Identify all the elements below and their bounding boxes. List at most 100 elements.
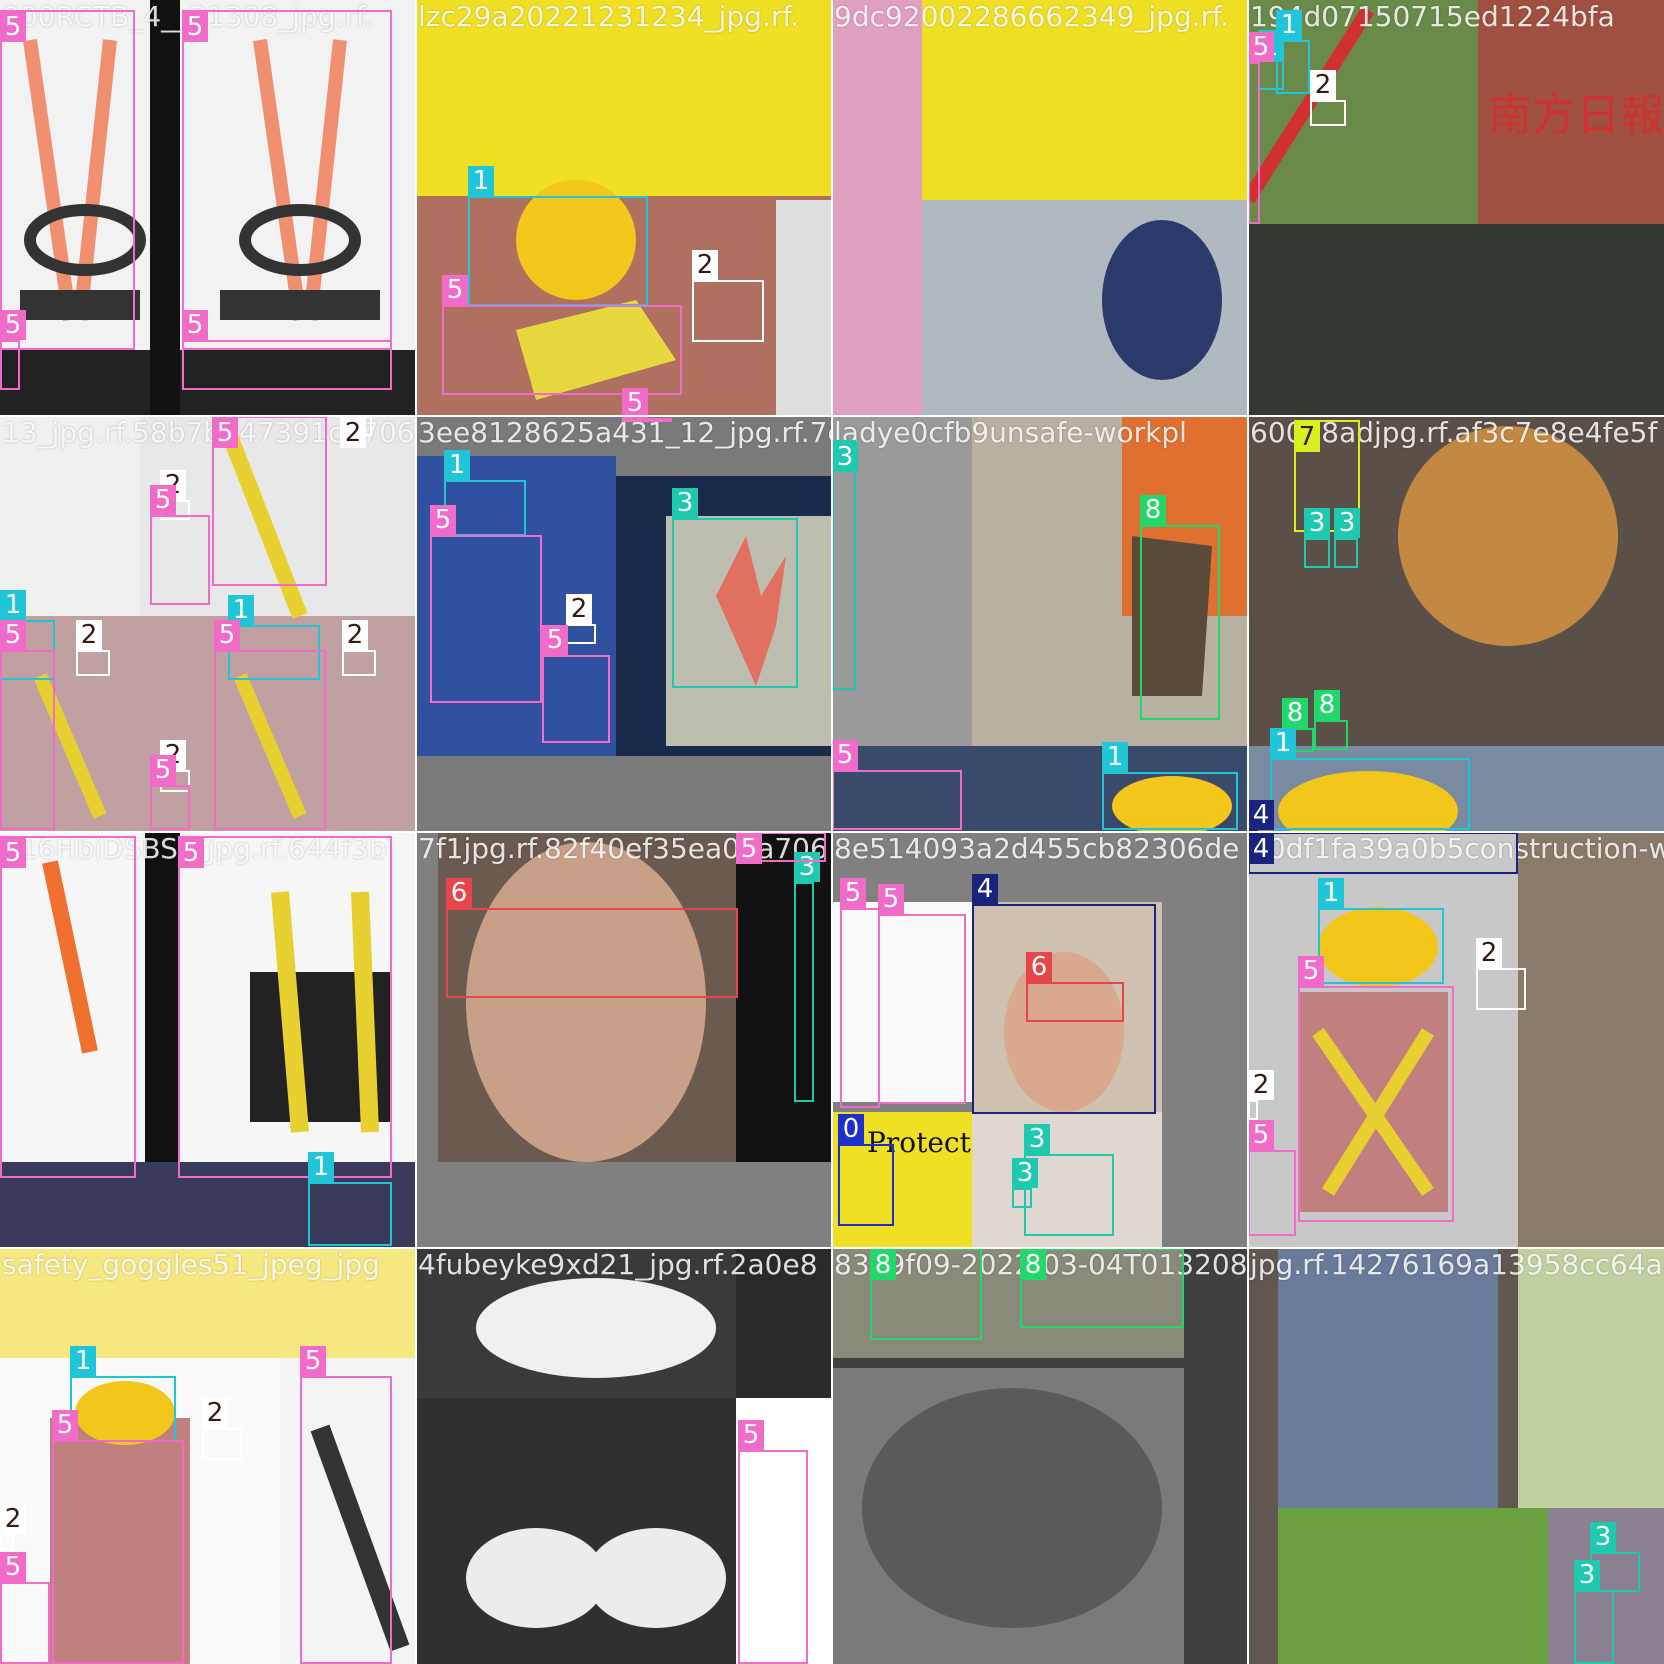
class-label: 5 bbox=[212, 418, 238, 448]
bbox-class-5: 5 bbox=[1298, 956, 1454, 1222]
bbox-class-8: 8 bbox=[1020, 1248, 1184, 1328]
class-label: 1 bbox=[468, 166, 494, 196]
tile-image bbox=[416, 416, 832, 832]
mosaic-tile: 60df1fa39a0b5construction-workers-high-r… bbox=[1248, 832, 1664, 1248]
bbox-class-5: 5 bbox=[212, 416, 327, 586]
bbox-class-2: 2 bbox=[566, 594, 596, 644]
class-label: 1 bbox=[1270, 728, 1296, 758]
bbox-class-5: 5 bbox=[0, 310, 26, 390]
bbox-class-1: 1 bbox=[1318, 878, 1444, 984]
class-label: 5 bbox=[832, 740, 858, 770]
bbox-class-3: 3 bbox=[672, 488, 798, 688]
bbox-class-2: 2 bbox=[1310, 70, 1346, 126]
bbox-class-3: 3 bbox=[832, 440, 858, 690]
class-label: 3 bbox=[1012, 1158, 1038, 1188]
bbox-class-3: 3 bbox=[1024, 1124, 1114, 1236]
bbox-class-1: 1 bbox=[1102, 742, 1238, 830]
class-label: 8 bbox=[870, 1250, 896, 1280]
class-label: 5 bbox=[214, 620, 240, 650]
bbox-class-2: 2 bbox=[340, 416, 372, 448]
tile-filename: lzc29a20221231234_jpg.rf. bbox=[418, 0, 800, 33]
tile-filename: 8e514093a2d455cb82306de bbox=[834, 832, 1240, 865]
bbox-class-5: 5 bbox=[300, 1346, 392, 1664]
bbox-class-5: 5 bbox=[832, 740, 962, 830]
tile-image bbox=[832, 1248, 1248, 1664]
class-label: 1 bbox=[444, 450, 470, 480]
class-label: 0 bbox=[838, 1114, 864, 1144]
class-label: 8 bbox=[1282, 698, 1308, 728]
class-label: 5 bbox=[182, 310, 208, 340]
class-label: 1 bbox=[1102, 742, 1128, 772]
bbox-class-1: 1 bbox=[228, 595, 320, 680]
class-label: 3 bbox=[794, 852, 820, 882]
bbox-class-2: 2 bbox=[76, 620, 110, 676]
class-label: 5 bbox=[150, 755, 176, 785]
bbox-class-5: 5 bbox=[52, 1410, 184, 1664]
bbox-class-3: 3 bbox=[1012, 1158, 1038, 1208]
class-label: 1 bbox=[1276, 10, 1302, 40]
bbox-class-2: 2 bbox=[692, 250, 764, 342]
svg-text:南方日報: 南方日報 bbox=[1488, 90, 1664, 141]
bbox-class-5: 5 bbox=[150, 755, 190, 830]
class-label: 5 bbox=[1248, 1120, 1274, 1150]
bbox-class-2: 2 bbox=[202, 1398, 242, 1460]
tile-image bbox=[0, 1248, 416, 1664]
class-label: 3 bbox=[832, 442, 858, 472]
bbox-class-8: 8 bbox=[870, 1248, 982, 1340]
bbox-class-5: 5 bbox=[0, 836, 136, 1178]
mosaic-tile: 000RCTB_4__31308_jpg.rf. bbox=[0, 0, 416, 416]
bbox-class-2: 2 bbox=[342, 620, 376, 676]
mosaic-tile: ladye0cfb9unsafe-workpl bbox=[832, 416, 1248, 832]
class-label: 6 bbox=[446, 878, 472, 908]
bbox-class-5: 5 bbox=[1248, 32, 1274, 224]
bbox-class-5: 5 bbox=[622, 388, 672, 422]
tile-filename: 9dc92002286662349_jpg.rf. bbox=[834, 0, 1229, 33]
tile-image bbox=[416, 0, 832, 416]
class-label: 8 bbox=[1314, 690, 1340, 720]
bbox-class-5: 5 bbox=[214, 620, 326, 830]
class-label: 2 bbox=[0, 1504, 26, 1534]
bbox-class-3: 3 bbox=[794, 852, 820, 1102]
class-label: 5 bbox=[1248, 32, 1274, 62]
mosaic-tile: 9dc92002286662349_jpg.rf. bbox=[832, 0, 1248, 416]
class-label: 3 bbox=[672, 488, 698, 518]
class-label: 5 bbox=[52, 1410, 78, 1440]
bbox-class-2: 2 bbox=[0, 1504, 26, 1550]
bbox-class-2: 2 bbox=[1476, 938, 1526, 1010]
tile-filename: safety_goggles51_jpeg_jpg bbox=[2, 1248, 380, 1281]
bbox-class-4: 4 bbox=[1248, 832, 1518, 874]
bbox-class-8: 8 bbox=[1314, 690, 1348, 750]
mosaic-tile: 4fubeyke9xd21_jpg.rf.2a0e8 bbox=[416, 1248, 832, 1664]
class-label: 3 bbox=[1590, 1522, 1616, 1552]
mosaic-tile: lzc29a20221231234_jpg.rf. bbox=[416, 0, 832, 416]
class-label: 4 bbox=[1248, 800, 1274, 830]
mosaic-tile: 7f1jpg.rf.82f40ef35ea0ea706 bbox=[416, 832, 832, 1248]
class-label: 5 bbox=[182, 12, 208, 42]
class-label: 1 bbox=[0, 590, 26, 620]
class-label: 5 bbox=[738, 1420, 764, 1450]
bbox-class-1: 1 bbox=[308, 1152, 392, 1246]
class-label: 5 bbox=[1298, 956, 1324, 986]
bbox-class-4: 4 bbox=[972, 874, 1156, 1114]
svg-text:Protect: Protect bbox=[867, 1126, 972, 1159]
mosaic-tile: 3ee8128625a431_12_jpg.rf.7c94 bbox=[416, 416, 832, 832]
class-label: 5 bbox=[622, 388, 648, 418]
grid-divider bbox=[0, 831, 1664, 833]
bbox-class-1: 1 bbox=[70, 1346, 176, 1442]
tile-image: 南方日報 bbox=[1248, 0, 1664, 416]
bbox-class-5: 5 bbox=[738, 1420, 808, 1664]
tile-filename: 194d07150715ed1224bfa bbox=[1250, 0, 1615, 33]
bbox-class-5: 5 bbox=[0, 620, 55, 830]
class-label: 2 bbox=[1476, 938, 1502, 968]
bbox-class-5: 5 bbox=[0, 1552, 50, 1664]
class-label: 2 bbox=[566, 594, 592, 624]
bbox-class-2: 2 bbox=[1248, 1070, 1274, 1120]
class-label: 8 bbox=[1140, 495, 1166, 525]
class-label: 1 bbox=[308, 1152, 334, 1182]
class-label: 3 bbox=[1024, 1124, 1050, 1154]
class-label: 3 bbox=[1334, 508, 1360, 538]
grid-divider bbox=[0, 1247, 1664, 1249]
bbox-class-5: 5 bbox=[182, 10, 392, 350]
class-label: 3 bbox=[1574, 1560, 1600, 1590]
class-label: 5 bbox=[542, 625, 568, 655]
